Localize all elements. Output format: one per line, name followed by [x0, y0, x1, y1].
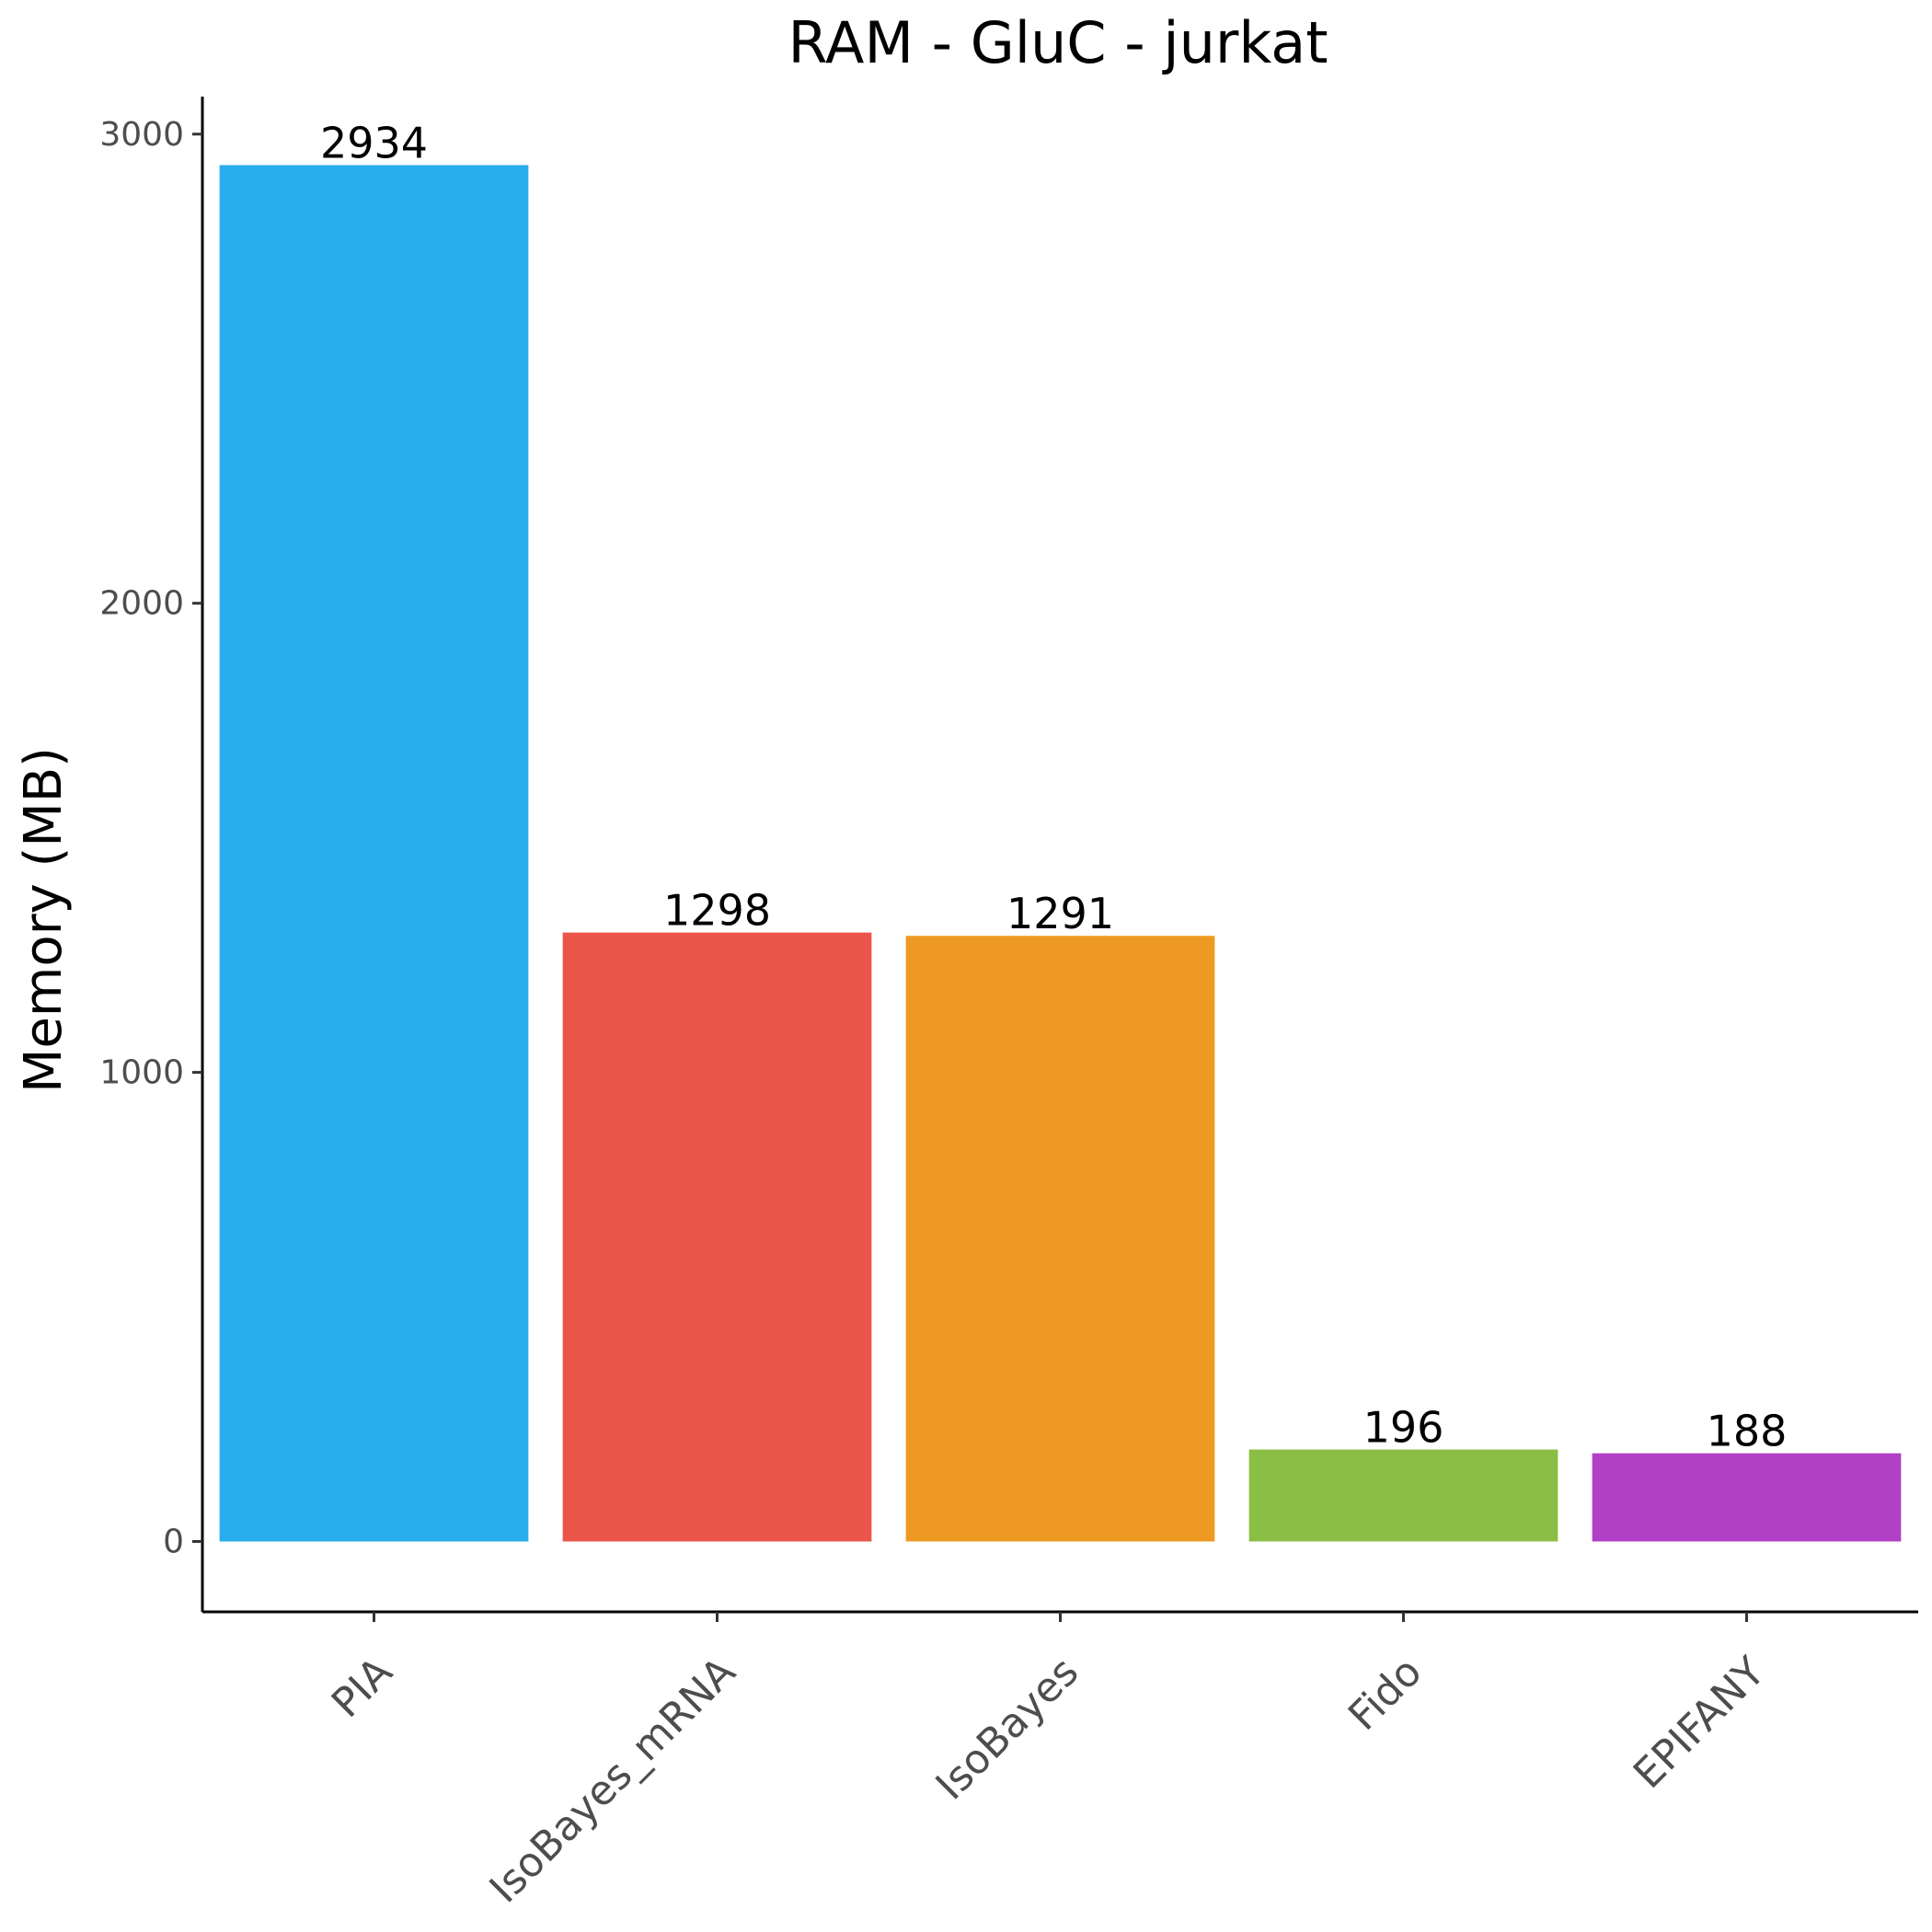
- bars-layer: [220, 165, 1902, 1541]
- x-tick-label-isobayes-mrna: IsoBayes_mRNA: [481, 1649, 745, 1913]
- y-tick-label: 2000: [99, 585, 184, 623]
- chart-title: RAM - GluC - jurkat: [788, 9, 1328, 76]
- y-tick-label: 0: [163, 1524, 184, 1561]
- bar-epifany: [1593, 1454, 1902, 1542]
- y-tick-label: 3000: [99, 116, 184, 154]
- x-tick-label-fido: Fido: [1340, 1649, 1431, 1740]
- bar-fido: [1249, 1450, 1558, 1542]
- data-label-epifany: 188: [1707, 1407, 1788, 1456]
- y-tick-label: 1000: [99, 1054, 184, 1092]
- bar-pia: [220, 165, 529, 1541]
- bar-isobayes: [906, 936, 1215, 1541]
- x-tick-label-pia: PIA: [323, 1649, 401, 1727]
- data-label-isobayes-mrna: 1298: [663, 886, 771, 936]
- y-axis: 0 1000 2000 3000: [99, 97, 202, 1612]
- data-label-fido: 196: [1363, 1403, 1444, 1453]
- x-tick-label-isobayes: IsoBayes: [927, 1649, 1088, 1810]
- data-label-isobayes: 1291: [1006, 889, 1114, 938]
- bar-isobayes-mrna: [563, 933, 872, 1542]
- data-label-pia: 2934: [320, 118, 428, 167]
- x-tick-label-epifany: EPIFANY: [1625, 1649, 1774, 1798]
- y-axis-title: Memory (MB): [14, 747, 74, 1093]
- x-axis: PIA IsoBayes_mRNA IsoBayes Fido EPIFANY: [202, 1612, 1918, 1912]
